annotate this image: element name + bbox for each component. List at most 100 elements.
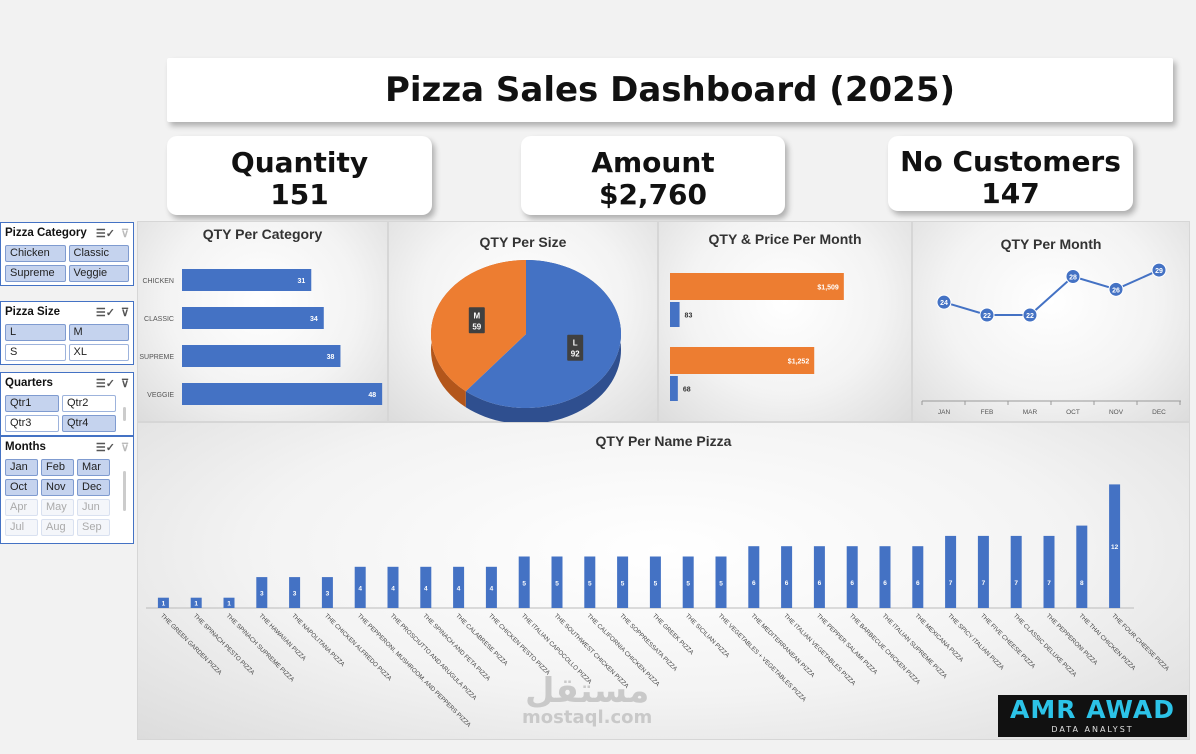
- category-bar: [182, 269, 312, 291]
- pizza-bar: [682, 556, 694, 608]
- slicer-item-jun[interactable]: Jun: [77, 499, 110, 516]
- logo-name: AMR AWAD: [1010, 695, 1175, 724]
- pizza-bar: [945, 535, 957, 608]
- slicer-item-jul[interactable]: Jul: [5, 519, 38, 536]
- month-tick-label: FEB: [981, 409, 994, 416]
- qty-data-label: 83: [685, 313, 693, 320]
- kpi-quantity-value: 151: [270, 178, 329, 211]
- month-tick-label: DEC: [1152, 409, 1166, 416]
- category-data-label: 34: [310, 316, 318, 323]
- pizza-tick-label: THE GREEN GARDEN PIZZA: [159, 612, 224, 677]
- slicer-quarters: Quarters ☰✓ ⊽ Qtr1 Qtr2 Qtr3 Qtr4: [0, 372, 134, 436]
- clear-filter-icon[interactable]: ⊽: [120, 227, 129, 240]
- slicer-item-mar[interactable]: Mar: [77, 459, 110, 476]
- month-data-point: [1151, 262, 1167, 278]
- category-tick-label: CHICKEN: [142, 278, 174, 285]
- pizza-data-label: 7: [982, 580, 986, 587]
- slicer-scrollbar[interactable]: [123, 471, 126, 511]
- pizza-bar: [354, 566, 366, 608]
- pizza-bar: [256, 577, 268, 608]
- pizza-bar: [584, 556, 596, 608]
- month-tick-label: MAR: [1023, 409, 1038, 416]
- multi-select-icon[interactable]: ☰✓: [95, 377, 115, 390]
- slicer-item-s[interactable]: S: [5, 344, 66, 361]
- pizza-data-label: 4: [424, 585, 428, 592]
- pie-label-box: [567, 334, 584, 361]
- price-bar: [670, 347, 815, 374]
- chart-title: QTY Per Month: [1000, 236, 1102, 252]
- pizza-bar: [190, 597, 202, 608]
- pizza-bar: [813, 546, 825, 608]
- slicer-item-jan[interactable]: Jan: [5, 459, 38, 476]
- pizza-bar: [649, 556, 661, 608]
- qty-bar: [670, 302, 680, 327]
- slicer-item-sep[interactable]: Sep: [77, 519, 110, 536]
- slicer-item-oct[interactable]: Oct: [5, 479, 38, 496]
- category-bar: [182, 345, 341, 367]
- pizza-bar: [977, 535, 989, 608]
- size-pie-chart: L 92 M 59: [431, 260, 621, 423]
- pizza-data-label: 1: [162, 600, 166, 607]
- slicer-item-l[interactable]: L: [5, 324, 66, 341]
- chart-title: QTY Per Name Pizza: [595, 433, 732, 449]
- category-tick-label: SUPREME: [139, 354, 174, 361]
- slicer-item-feb[interactable]: Feb: [41, 459, 74, 476]
- slicer-item-nov[interactable]: Nov: [41, 479, 74, 496]
- author-logo: AMR AWAD DATA ANALYST: [998, 695, 1187, 737]
- kpi-customers-value: 147: [981, 177, 1040, 210]
- slicer-item-m[interactable]: M: [68, 324, 129, 341]
- pizza-data-label: 4: [457, 585, 461, 592]
- pizza-data-label: 6: [883, 580, 887, 587]
- pizza-tick-label: THE BARBECUE CHICKEN PIZZA: [848, 612, 922, 686]
- pizza-data-label: 6: [818, 580, 822, 587]
- chart-qty-price-per-month: QTY & Price Per Month $1,509 83 $1,252 68: [658, 221, 912, 422]
- clear-filter-icon[interactable]: ⊽: [120, 441, 129, 454]
- slicer-scrollbar[interactable]: [123, 407, 126, 421]
- qty-bar: [670, 376, 678, 401]
- slicer-item-supreme[interactable]: Supreme: [5, 265, 66, 282]
- slicer-title: Pizza Category: [5, 227, 87, 239]
- slicer-items: Qtr1 Qtr2 Qtr3 Qtr4: [1, 393, 119, 436]
- slicer-item-veggie[interactable]: Veggie: [68, 265, 129, 282]
- month-data-label: 24: [940, 300, 948, 307]
- multi-select-icon[interactable]: ☰✓: [95, 227, 115, 240]
- pizza-bar: [879, 546, 891, 608]
- kpi-card-amount: Amount $2,760: [521, 136, 785, 215]
- slicer-title: Quarters: [5, 377, 53, 389]
- chart-title: QTY & Price Per Month: [708, 231, 862, 247]
- pizza-data-label: 7: [949, 580, 953, 587]
- pizza-bar: [289, 577, 301, 608]
- watermark-arabic: مستقل: [524, 671, 650, 711]
- slicer-item-aug[interactable]: Aug: [41, 519, 74, 536]
- slicer-item-dec[interactable]: Dec: [77, 479, 110, 496]
- clear-filter-icon[interactable]: ⊽: [120, 377, 129, 390]
- pizza-data-label: 5: [621, 580, 625, 587]
- month-tick-label: NOV: [1109, 409, 1124, 416]
- slicer-item-may[interactable]: May: [41, 499, 74, 516]
- category-tick-label: CLASSIC: [144, 316, 174, 323]
- clear-filter-icon[interactable]: ⊽: [120, 306, 129, 319]
- pizza-data-label: 1: [194, 600, 198, 607]
- slicer-items: L M S XL: [1, 322, 133, 365]
- pizza-data-label: 3: [293, 591, 297, 598]
- slicer-item-qtr3[interactable]: Qtr3: [5, 415, 59, 432]
- pizza-bar: [321, 577, 333, 608]
- watermark-latin: mostaql.com: [522, 707, 653, 728]
- qty-data-label: 68: [683, 387, 691, 394]
- slicer-item-chicken[interactable]: Chicken: [5, 245, 66, 262]
- pizza-bar: [715, 556, 727, 608]
- multi-select-icon[interactable]: ☰✓: [95, 306, 115, 319]
- slicer-item-apr[interactable]: Apr: [5, 499, 38, 516]
- slicer-item-qtr2[interactable]: Qtr2: [62, 395, 116, 412]
- multi-select-icon[interactable]: ☰✓: [95, 441, 115, 454]
- pizza-tick-label: THE MEDITERRANEAN PIZZA: [749, 612, 816, 679]
- slicer-item-xl[interactable]: XL: [68, 344, 129, 361]
- slicer-item-qtr4[interactable]: Qtr4: [62, 415, 116, 432]
- slicer-item-qtr1[interactable]: Qtr1: [5, 395, 59, 412]
- month-line-chart: 24 JAN 22 FEB 22 MAR 28 OCT 26 NOV 29 DEC: [921, 262, 1181, 416]
- slicer-item-classic[interactable]: Classic: [68, 245, 129, 262]
- pizza-tick-label: THE ITALIAN SUPREME PIZZA: [881, 612, 949, 680]
- pizza-tick-label: THE SPICY ITALIAN PIZZA: [946, 612, 1006, 672]
- pizza-data-label: 1: [227, 600, 231, 607]
